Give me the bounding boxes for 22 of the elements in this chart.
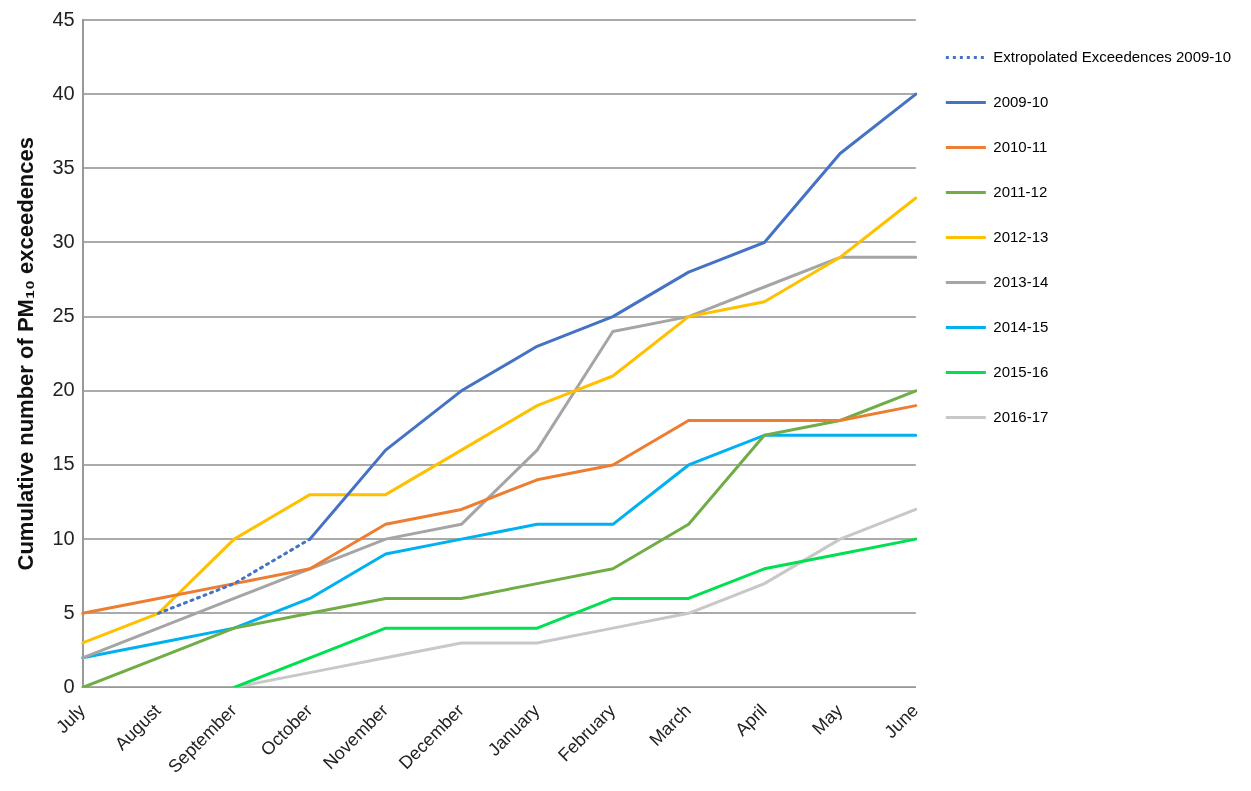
legend-label: 2013-14 bbox=[993, 272, 1049, 290]
y-tick-label: 45 bbox=[52, 7, 75, 30]
y-tick-label: 35 bbox=[52, 155, 75, 178]
y-tick-label: 30 bbox=[52, 230, 75, 252]
legend-label: 2009-10 bbox=[993, 92, 1049, 110]
y-tick-label: 0 bbox=[63, 674, 75, 697]
x-tick-label: July bbox=[52, 700, 89, 738]
x-tick-label: May bbox=[808, 700, 847, 739]
legend-label: 2012-13 bbox=[993, 227, 1049, 245]
y-tick-label: 40 bbox=[52, 81, 75, 104]
legend-label: 2015-16 bbox=[993, 362, 1049, 380]
y-tick-label: 5 bbox=[63, 600, 75, 623]
legend-label: 2011-12 bbox=[993, 182, 1048, 200]
y-axis-title: Cumulative number of PM₁₀ exceedences bbox=[13, 136, 39, 571]
y-tick-label: 15 bbox=[52, 452, 75, 475]
legend-label: Extropolated Exceedences 2009-10 bbox=[993, 47, 1232, 65]
legend-label: 2010-11 bbox=[993, 137, 1048, 155]
legend-label: 2016-17 bbox=[993, 407, 1049, 425]
y-tick-label: 10 bbox=[52, 526, 75, 549]
y-tick-label: 25 bbox=[52, 304, 75, 327]
legend-label: 2014-15 bbox=[993, 317, 1049, 335]
y-tick-label: 20 bbox=[52, 378, 75, 401]
